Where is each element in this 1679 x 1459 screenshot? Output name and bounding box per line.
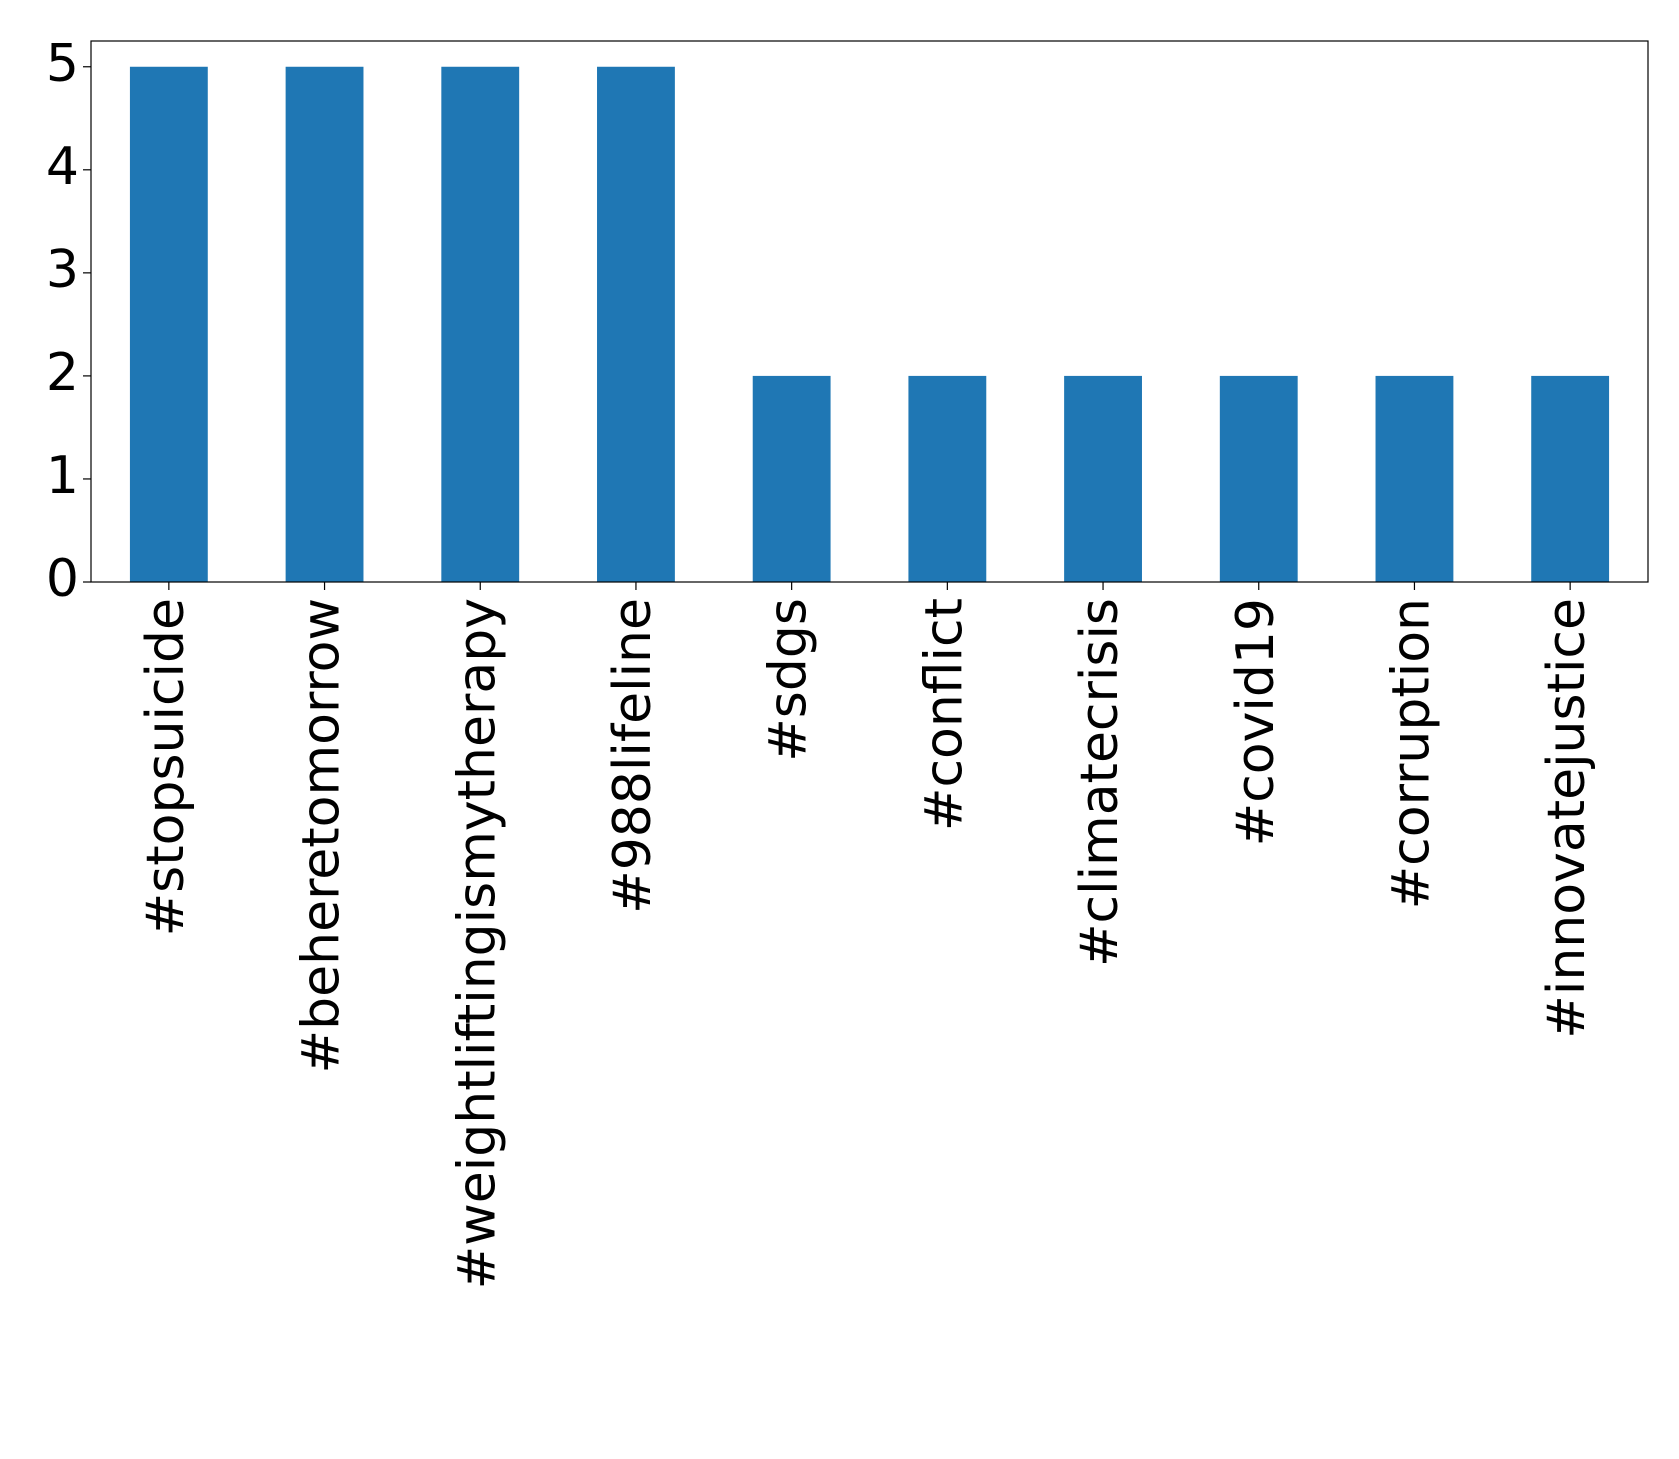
y-tick-label: 0 <box>46 549 79 609</box>
x-tick-label: #innovatejustice <box>1537 598 1597 1039</box>
x-tick-label: #corruption <box>1381 598 1441 909</box>
y-tick-label: 5 <box>46 34 79 94</box>
bar <box>908 375 987 582</box>
x-tick-label: #sdgs <box>759 598 819 762</box>
x-tick-label: #stopsuicide <box>136 598 196 936</box>
x-tick-label: #weightliftingismytherapy <box>447 598 507 1289</box>
bar <box>597 66 675 582</box>
x-tick-label: #covid19 <box>1226 598 1286 846</box>
plot-frame <box>90 40 1649 583</box>
x-tick-label: #climatecrisis <box>1070 598 1130 967</box>
x-tick-label: #conflict <box>914 598 974 831</box>
bar <box>1531 375 1610 582</box>
bar <box>752 375 831 582</box>
y-tick-label: 1 <box>46 446 79 506</box>
x-tick-label: #beheretomorrow <box>292 598 352 1073</box>
bar <box>441 66 520 582</box>
bar <box>129 66 208 582</box>
bar <box>1064 375 1142 582</box>
x-tick-label: #988lifeline <box>603 598 663 914</box>
y-tick-label: 3 <box>46 240 79 300</box>
y-tick-label: 4 <box>46 137 79 197</box>
y-tick-label: 2 <box>46 343 79 403</box>
bar <box>1219 375 1298 582</box>
bar <box>285 66 364 582</box>
bar <box>1375 375 1454 582</box>
